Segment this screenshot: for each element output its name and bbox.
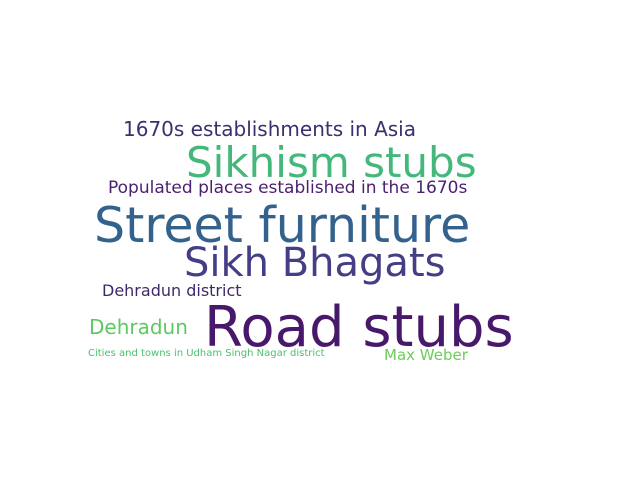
- word-populated-places-1670s: Populated places established in the 1670…: [108, 178, 468, 198]
- word-dehradun-district: Dehradun district: [102, 281, 242, 300]
- word-cities-towns-udham-singh-nagar: Cities and towns in Udham Singh Nagar di…: [88, 348, 325, 359]
- word-sikhism-stubs: Sikhism stubs: [186, 138, 477, 187]
- word-dehradun: Dehradun: [89, 315, 188, 339]
- word-street-furniture: Street furniture: [94, 197, 471, 254]
- word-sikh-bhagats: Sikh Bhagats: [184, 240, 446, 286]
- word-road-stubs: Road stubs: [204, 295, 514, 360]
- word-max-weber: Max Weber: [384, 346, 468, 364]
- word-1670s-establishments-in-asia: 1670s establishments in Asia: [123, 117, 416, 141]
